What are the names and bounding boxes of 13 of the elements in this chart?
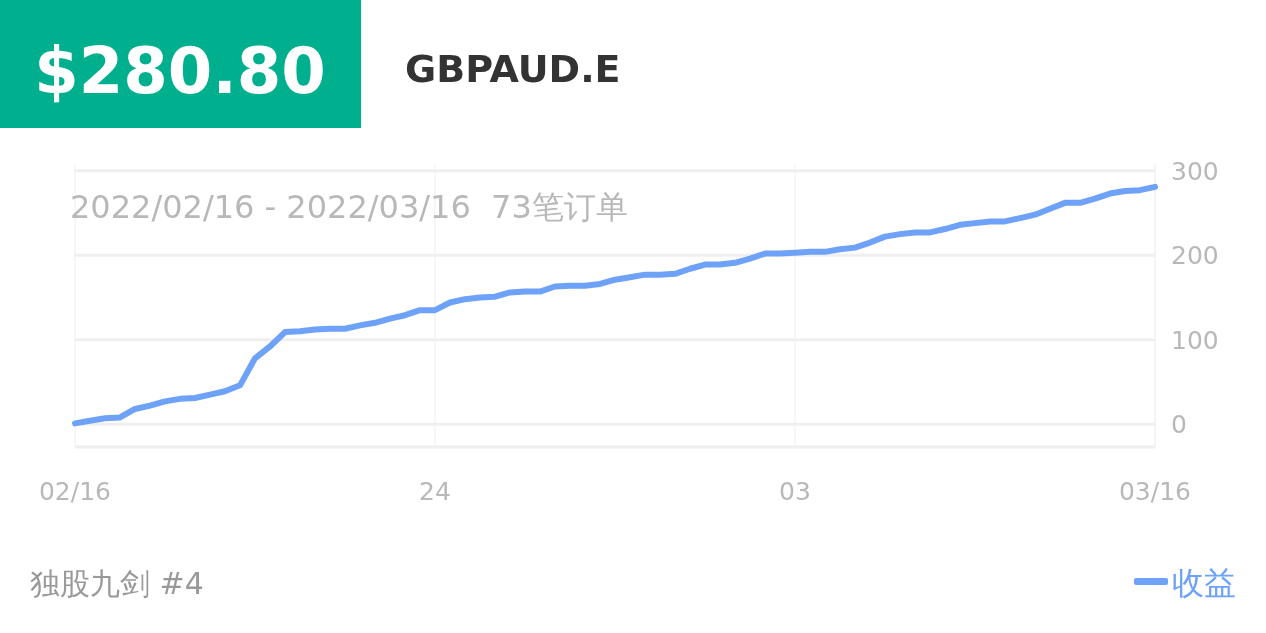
y-tick-label: 300 <box>1171 156 1219 186</box>
x-tick-label: 02/16 <box>38 477 112 506</box>
x-tick-label: 24 <box>419 477 451 506</box>
text: $280.80 <box>34 34 326 108</box>
annotation: 2022/02/16 - 2022/03/16 73笔订单 <box>70 188 628 226</box>
legend-label: 收益 <box>1172 564 1236 602</box>
x-tick-label: 03 <box>779 477 811 506</box>
x-tick-label: 03/16 <box>1118 477 1192 506</box>
text: 独股九剑 #4 <box>30 566 204 601</box>
y-tick-label: 100 <box>1171 325 1219 355</box>
y-tick-label: 200 <box>1171 241 1219 271</box>
y-tick-label: 0 <box>1171 410 1187 440</box>
chart-title: GBPAUD.E <box>405 47 621 91</box>
